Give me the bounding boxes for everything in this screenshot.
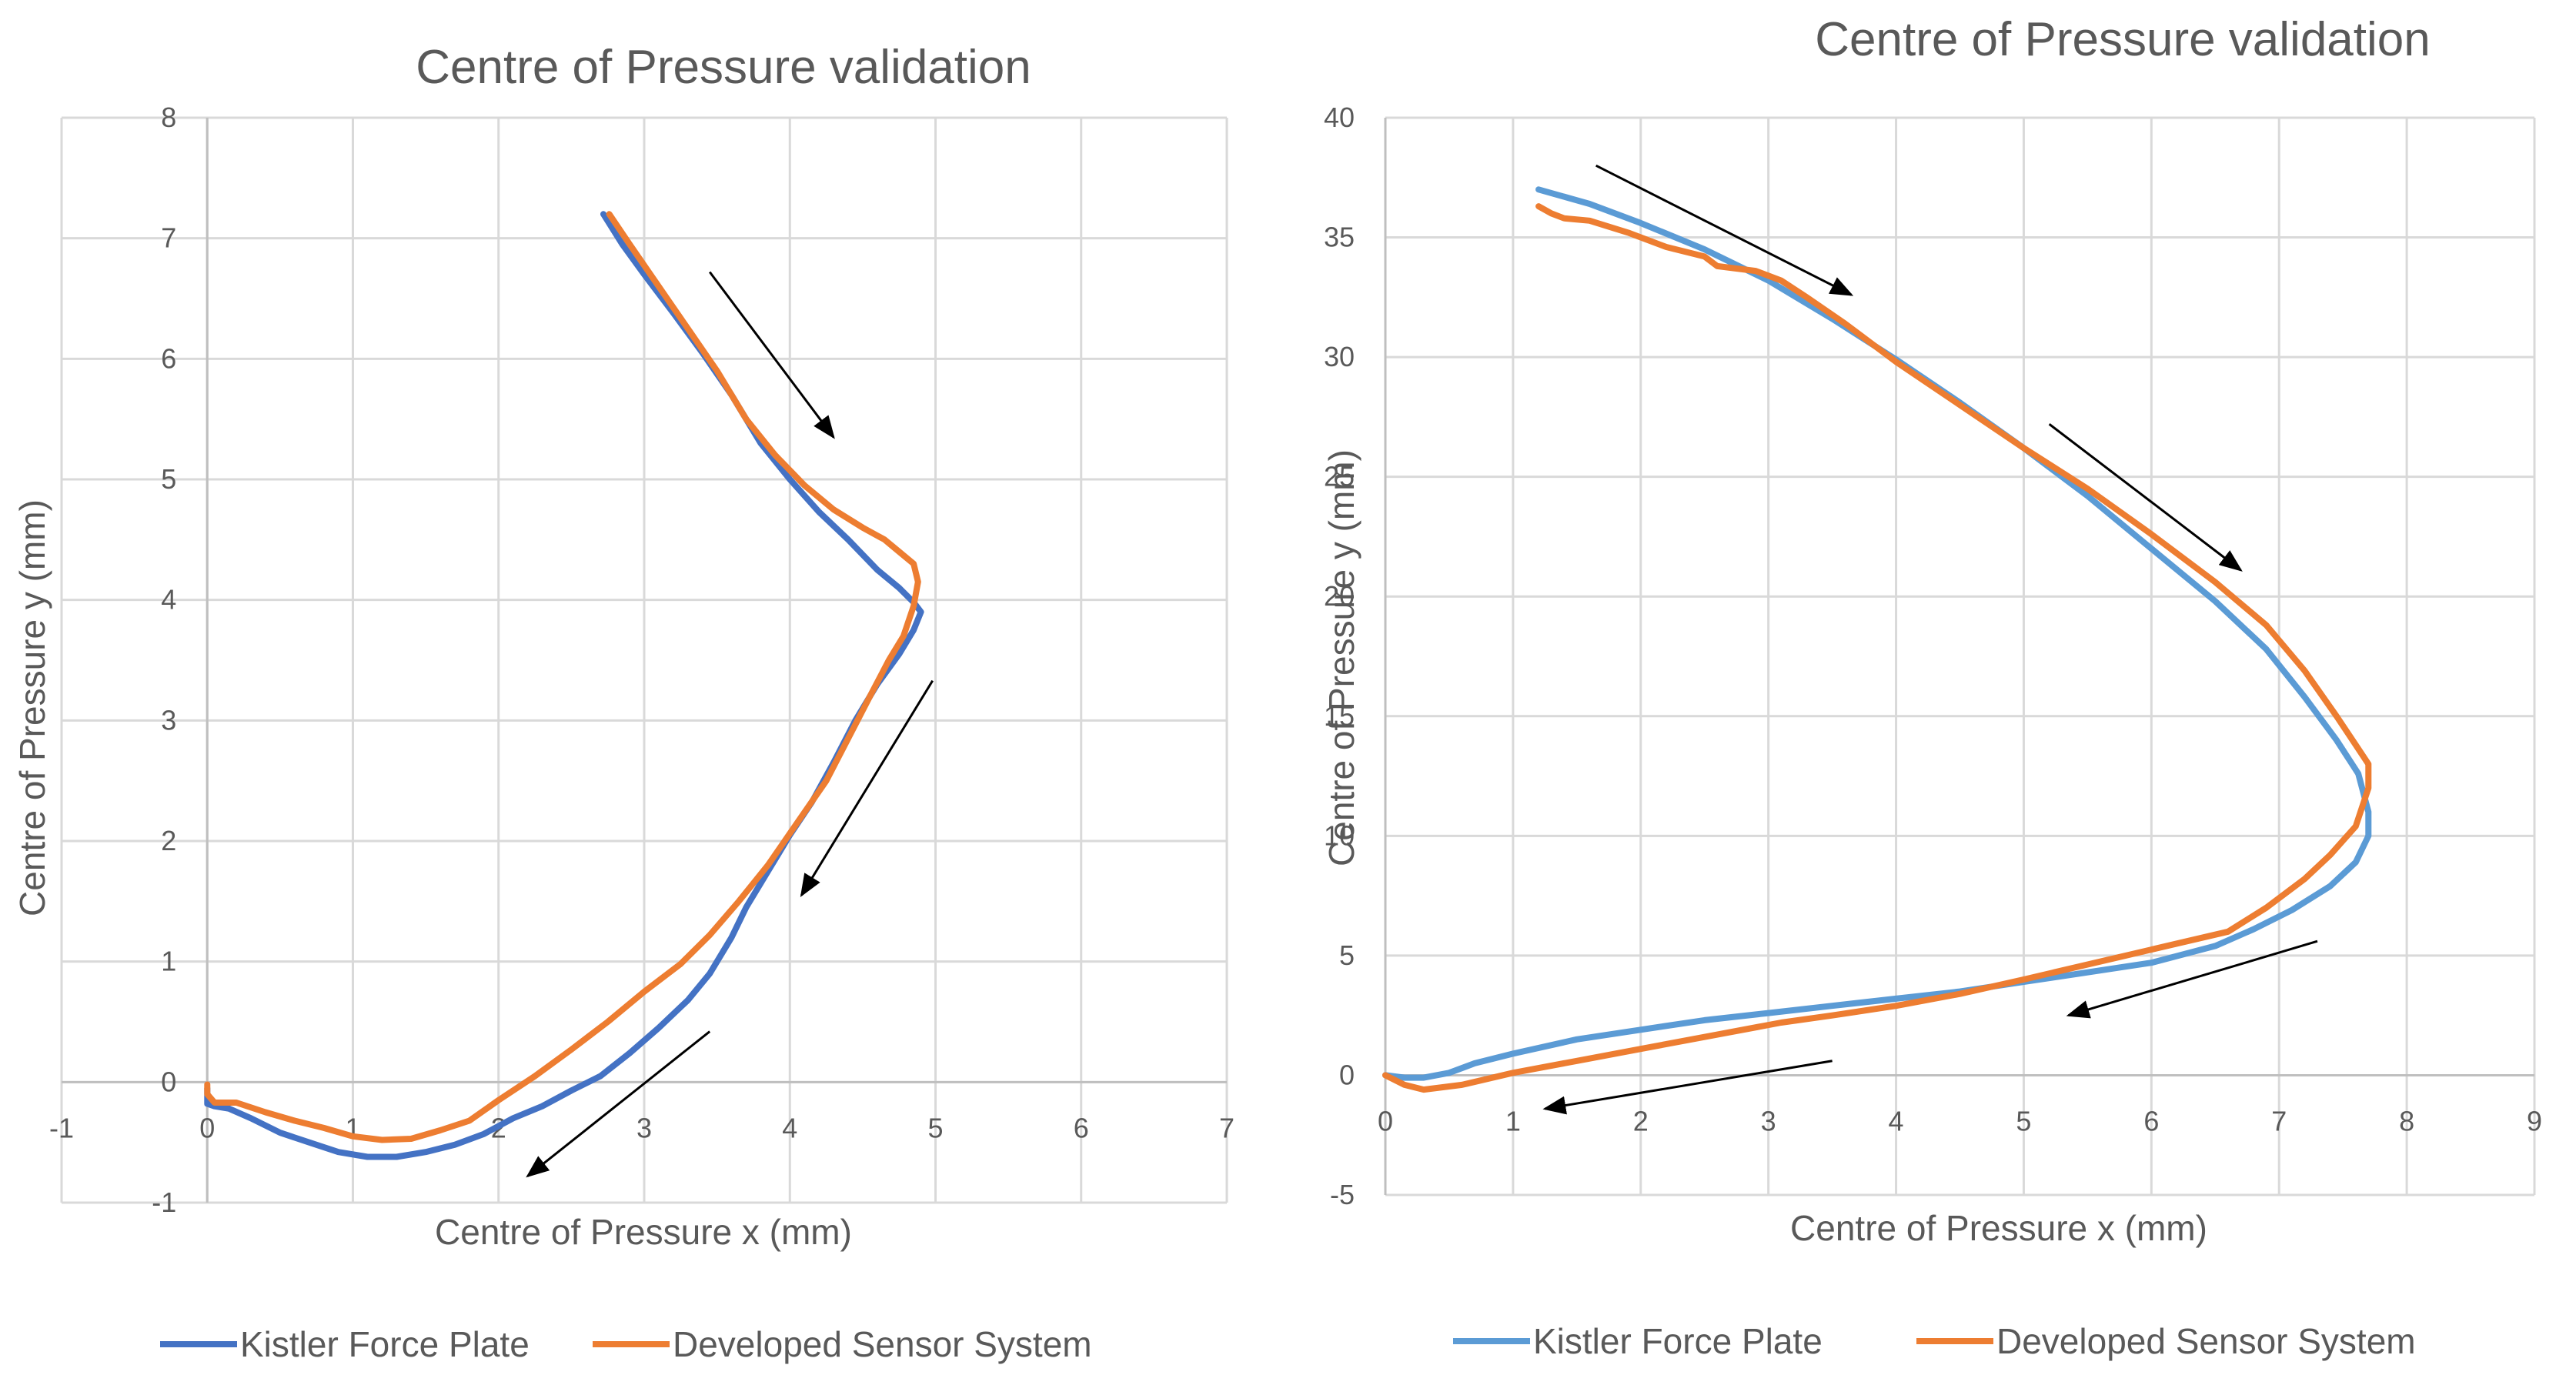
direction-arrow [800, 679, 934, 898]
legend-label-developed: Developed Sensor System [1996, 1321, 2416, 1361]
y-tick-label: 8 [161, 102, 176, 133]
x-tick-label: 3 [1761, 1105, 1776, 1136]
x-tick-label: 8 [2399, 1105, 2414, 1136]
y-tick-label: 30 [1324, 341, 1355, 372]
series-line-developed [1382, 203, 2372, 1093]
direction-arrow [2048, 423, 2243, 572]
direction-arrow [708, 271, 835, 439]
y-tick-label: 10 [1324, 819, 1355, 851]
x-tick-label: 1 [1505, 1105, 1521, 1136]
gridlines [1384, 116, 2536, 1196]
chart-title: Centre of Pressure validation [1815, 13, 2431, 66]
x-tick-label: 7 [2271, 1105, 2287, 1136]
x-tick-label: 6 [1074, 1112, 1089, 1143]
y-tick-label: 0 [161, 1066, 176, 1097]
direction-arrow [2066, 939, 2318, 1019]
right-chart-panel: Centre of Pressure validation Centre of … [1308, 0, 2576, 1375]
x-axis-title: Centre of Pressure x (mm) [435, 1212, 852, 1252]
y-tick-label: 25 [1324, 461, 1355, 492]
y-tick-label: 40 [1324, 102, 1355, 133]
y-tick-label: 6 [161, 342, 176, 374]
direction-arrows [1542, 164, 2318, 1115]
y-tick-label: 0 [1339, 1059, 1355, 1090]
series-line-kistler [1382, 186, 2372, 1081]
tick-labels: 0 1 2 3 4 5 6 7 8 9 -5 0 5 10 15 20 25 30 35 40 [1324, 102, 2542, 1210]
legend-label-developed: Developed Sensor System [673, 1324, 1092, 1364]
y-tick-label: 20 [1324, 580, 1355, 612]
series-line-developed [204, 211, 921, 1143]
x-tick-label: 4 [782, 1112, 797, 1143]
x-tick-label: 4 [1889, 1105, 1904, 1136]
y-tick-label: 5 [1339, 939, 1355, 971]
y-tick-label: 35 [1324, 222, 1355, 253]
y-axis-title: Centre of Pressure y (mm) [12, 499, 52, 916]
direction-arrow [1542, 1060, 1833, 1115]
legend: Kistler Force Plate Developed Sensor Sys… [1453, 1321, 2416, 1361]
y-tick-label: 7 [161, 222, 176, 254]
x-tick-label: -1 [49, 1112, 74, 1143]
legend: Kistler Force Plate Developed Sensor Sys… [160, 1324, 1092, 1364]
x-tick-label: 5 [927, 1112, 943, 1143]
series-group [1382, 186, 2372, 1093]
left-chart: Centre of Pressure validation Centre of … [12, 41, 1235, 1364]
series-line-kistler [204, 211, 924, 1160]
x-tick-label: 0 [199, 1112, 215, 1143]
y-tick-label: 4 [161, 584, 176, 616]
direction-arrows [526, 271, 934, 1178]
x-tick-label: 6 [2143, 1105, 2159, 1136]
x-axis-title: Centre of Pressure x (mm) [1790, 1208, 2207, 1248]
y-tick-label: 2 [161, 825, 176, 856]
y-tick-label: 3 [161, 704, 176, 736]
right-chart: Centre of Pressure validation Centre of … [1321, 13, 2542, 1361]
y-axis-title: Centre of Pressure y (mm) [1321, 449, 1362, 866]
direction-arrow [526, 1030, 711, 1178]
x-tick-label: 9 [2527, 1105, 2542, 1136]
x-tick-label: 2 [1633, 1105, 1649, 1136]
legend-label-kistler: Kistler Force Plate [240, 1324, 530, 1364]
y-tick-label: 5 [161, 463, 176, 495]
series-group [204, 211, 924, 1160]
left-chart-panel: Centre of Pressure validation Centre of … [0, 0, 1255, 1375]
y-tick-label: 15 [1324, 700, 1355, 732]
legend-label-kistler: Kistler Force Plate [1533, 1321, 1823, 1361]
y-tick-label: -1 [152, 1186, 176, 1218]
x-tick-label: 5 [2016, 1105, 2031, 1136]
y-tick-label: 1 [161, 946, 176, 977]
x-tick-label: 3 [636, 1112, 652, 1143]
direction-arrow [1595, 164, 1854, 296]
y-tick-label: -5 [1330, 1179, 1355, 1210]
x-tick-label: 7 [1219, 1112, 1235, 1143]
x-tick-label: 0 [1378, 1105, 1393, 1136]
chart-title: Centre of Pressure validation [416, 41, 1031, 94]
